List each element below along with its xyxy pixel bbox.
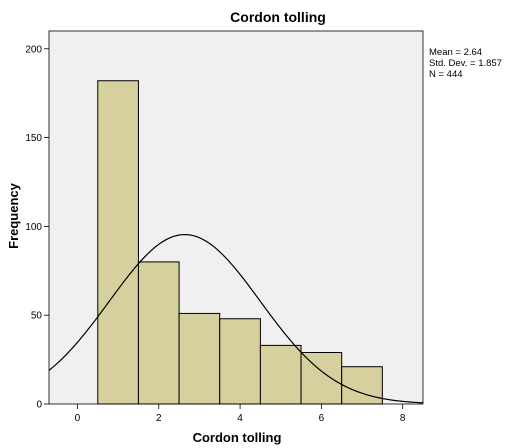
- histogram-bar-7: [341, 366, 383, 405]
- histogram-bar-4: [219, 318, 261, 405]
- x-tick-label: 8: [400, 413, 406, 424]
- stat-std-dev: Std. Dev. = 1.857: [429, 58, 502, 69]
- histogram-bar-1: [97, 80, 139, 405]
- x-tick-label: 2: [156, 413, 162, 424]
- stat-mean: Mean = 2.64: [429, 47, 482, 58]
- x-tick-label: 6: [319, 413, 325, 424]
- y-tick-label: 0: [36, 400, 42, 411]
- y-tick-label: 200: [25, 44, 42, 55]
- histogram-bar-5: [259, 344, 302, 405]
- y-axis-label: Frequency: [6, 182, 21, 249]
- histogram-bar-2: [137, 261, 180, 405]
- y-axis: 0 50 100 150 200: [25, 44, 49, 411]
- x-tick-label: 0: [75, 413, 81, 424]
- x-axis-label: Cordon tolling: [193, 430, 282, 445]
- chart-title: Cordon tolling: [230, 9, 326, 25]
- histogram-bars: [97, 80, 383, 405]
- stat-n: N = 444: [429, 69, 463, 80]
- normal-curve: [48, 233, 424, 404]
- y-tick-label: 150: [25, 133, 42, 144]
- histogram-bar-3: [178, 312, 221, 405]
- x-tick-label: 4: [237, 413, 243, 424]
- x-axis: 0 2 4 6 8: [75, 404, 406, 424]
- y-tick-label: 50: [31, 311, 43, 322]
- y-tick-label: 100: [25, 222, 42, 233]
- histogram-bar-6: [300, 351, 343, 405]
